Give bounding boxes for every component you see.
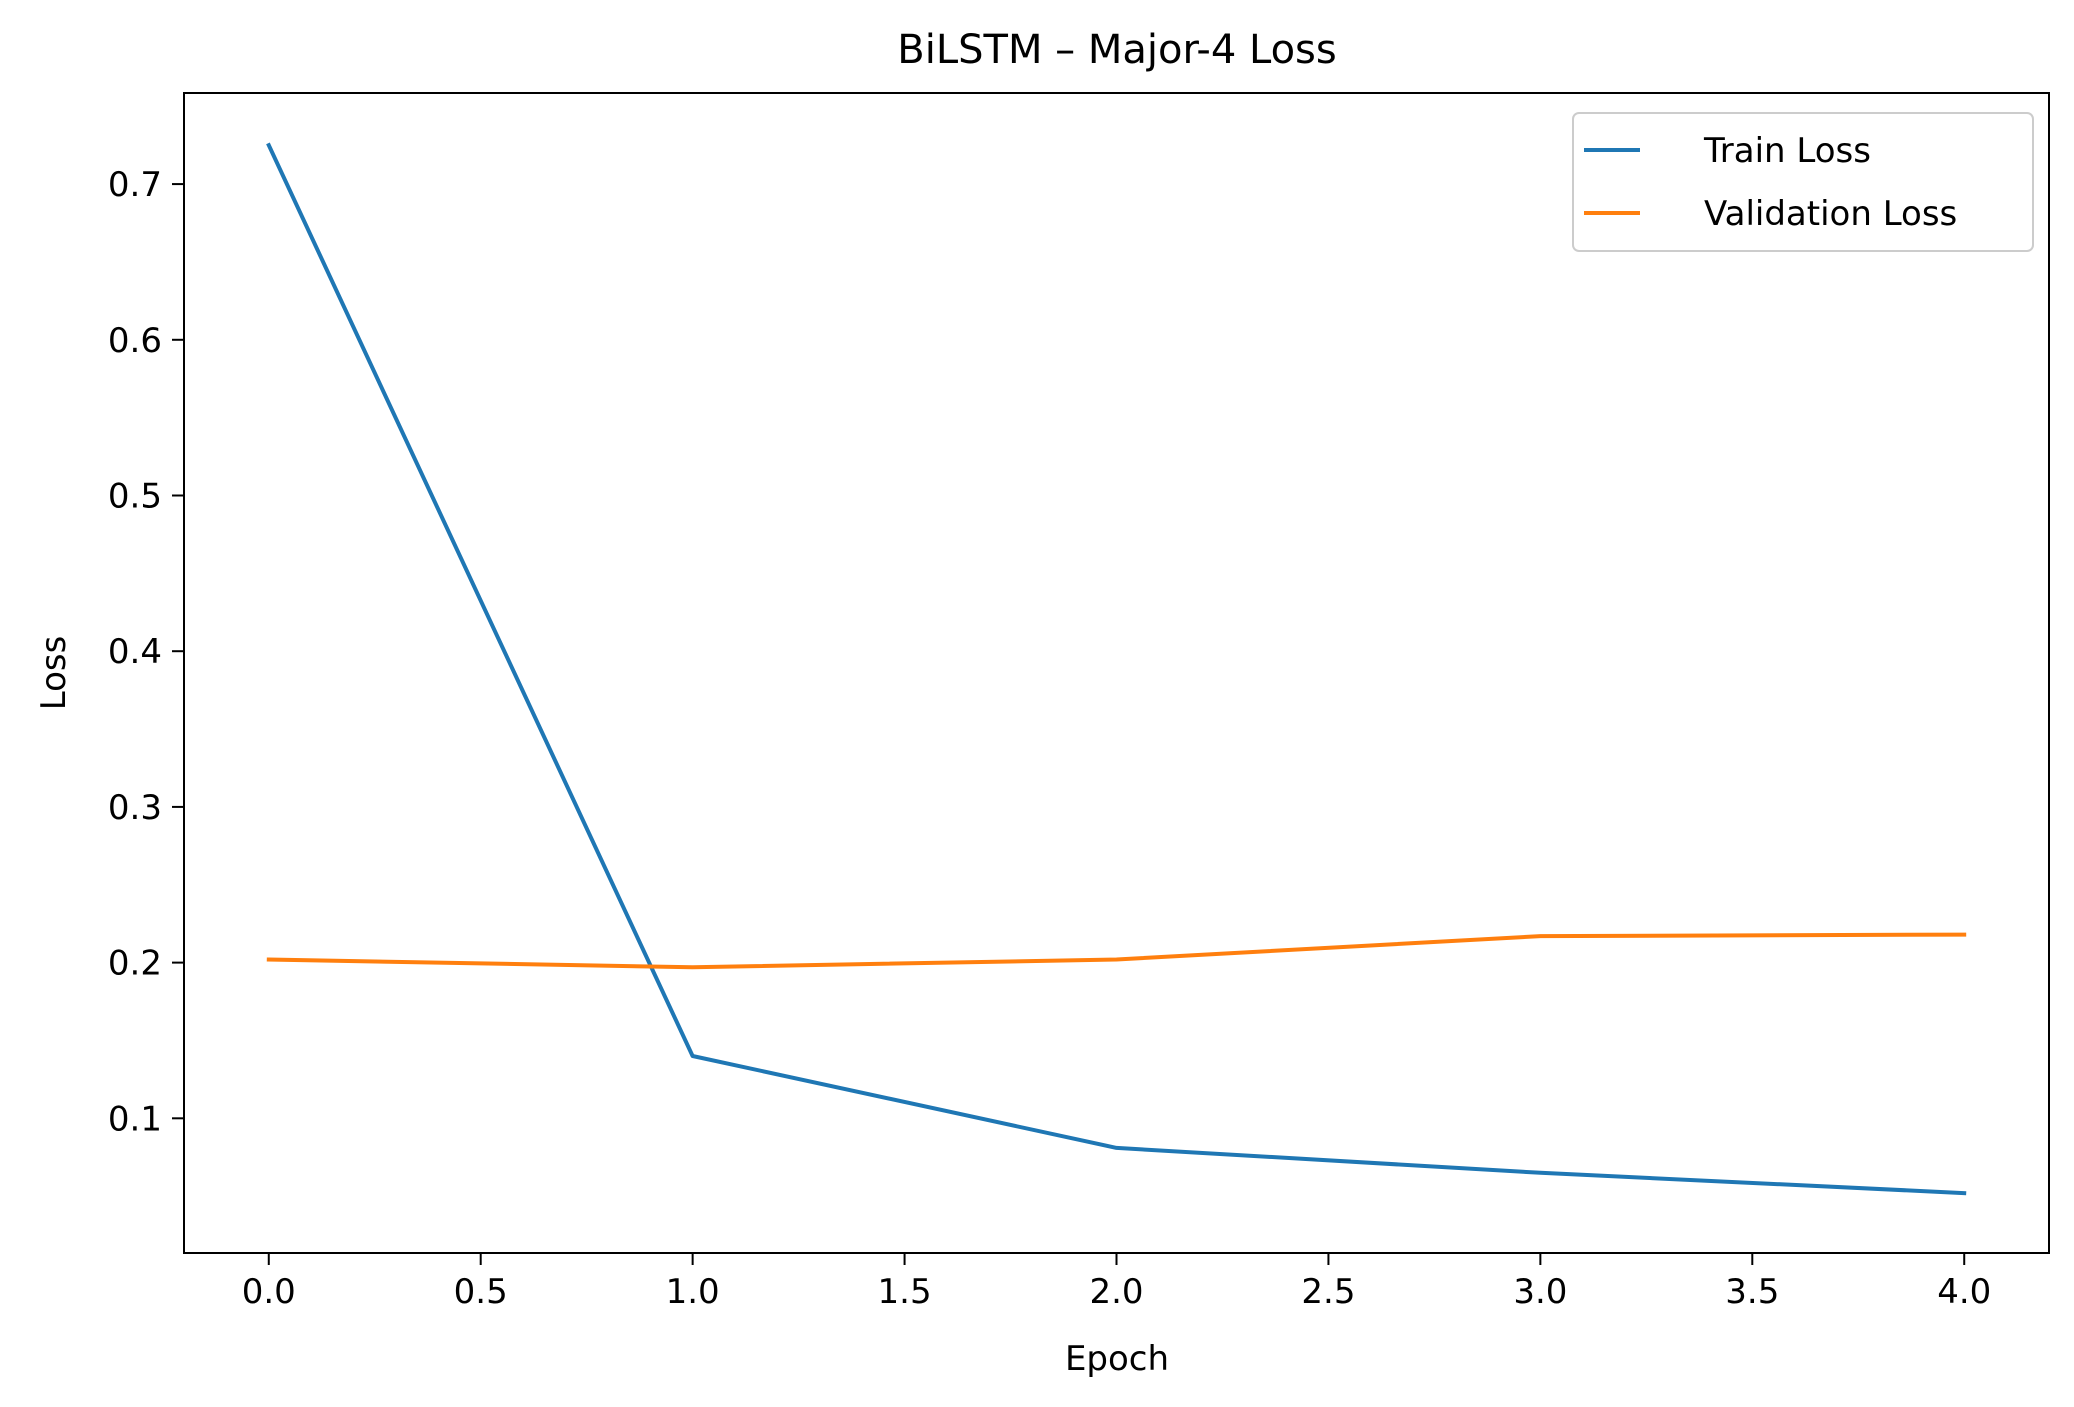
series-line-1: [266, 932, 1967, 970]
x-tick-label: 3.5: [1725, 1272, 1779, 1312]
legend: Train Loss Validation Loss: [1572, 112, 2034, 252]
legend-label-0: Train Loss: [1703, 131, 1871, 171]
y-tick-label: 0.7: [108, 165, 162, 205]
x-tick-label: 2.5: [1301, 1272, 1355, 1312]
series-line-0: [266, 142, 1967, 1196]
x-tick-label: 1.0: [666, 1272, 720, 1312]
plot-frame: [183, 92, 2050, 1254]
x-tick-label: 0.5: [454, 1272, 508, 1312]
y-tick-label: 0.2: [108, 944, 162, 984]
x-tick-label: 1.5: [878, 1272, 932, 1312]
legend-box: [1572, 112, 2034, 252]
y-tick-label: 0.4: [108, 632, 162, 672]
x-axis-label: Epoch: [1065, 1339, 1169, 1379]
x-tick-label: 2.0: [1089, 1272, 1143, 1312]
chart-title: BiLSTM – Major-4 Loss: [897, 27, 1336, 73]
y-tick-label: 0.6: [108, 321, 162, 361]
y-tick-label: 0.1: [108, 1099, 162, 1139]
y-tick-label: 0.3: [108, 788, 162, 828]
x-tick-label: 4.0: [1937, 1272, 1991, 1312]
y-tick-label: 0.5: [108, 476, 162, 516]
series-lines: [266, 142, 1967, 1196]
legend-label-1: Validation Loss: [1704, 194, 1957, 234]
y-axis: 0.1 0.2 0.3 0.4 0.5 0.6 0.7: [108, 165, 184, 1139]
x-axis: 0.0 0.5 1.0 1.5 2.0 2.5 3.0 3.5 4.0: [242, 1253, 1991, 1312]
y-axis-label: Loss: [34, 636, 74, 711]
x-tick-label: 0.0: [242, 1272, 296, 1312]
x-tick-label: 3.0: [1513, 1272, 1567, 1312]
